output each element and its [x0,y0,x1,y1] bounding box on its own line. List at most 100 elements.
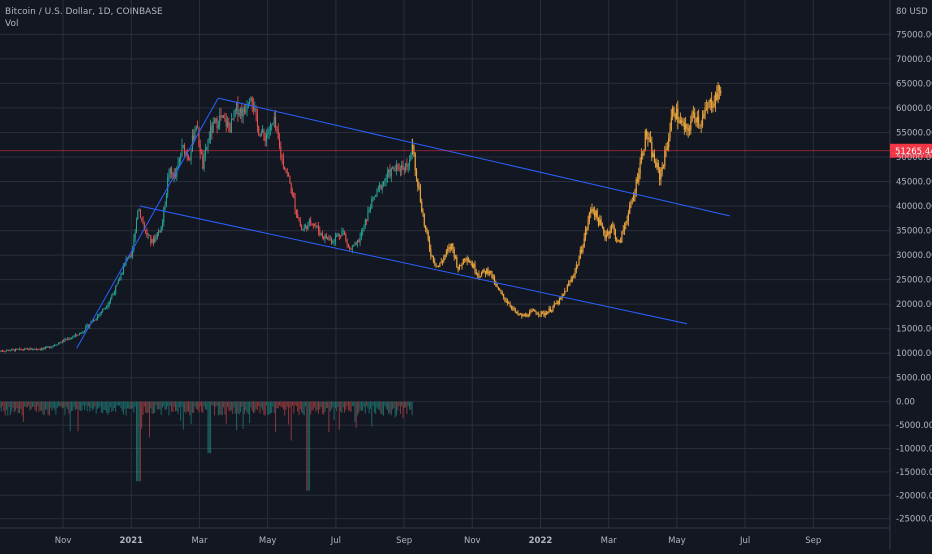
projection-body [682,121,684,123]
volume-tick-label: -25000.00 [896,515,932,525]
volume-bar [102,401,104,414]
candle-body [281,156,283,159]
projection-body [464,258,466,260]
projection-body [633,195,635,202]
candle-body [207,139,209,149]
volume-bar [297,401,299,412]
candle-body [108,301,110,306]
projection-body [649,138,652,142]
volume-bar [180,401,182,421]
volume-bar [393,401,395,408]
projection-body [458,265,461,270]
candle-body [385,178,387,181]
projection-body [616,238,618,241]
candle-body [347,244,349,247]
volume-bar [251,401,253,411]
projection-body [460,265,462,266]
channel-lower-trendline[interactable] [139,205,688,325]
projection-body [607,231,609,235]
volume-bar [69,401,71,432]
volume-bar [28,401,30,406]
volume-bar [318,401,319,414]
candle-body [134,232,136,238]
candle-body [325,234,327,239]
projection-body [513,308,515,309]
candle-body [178,158,180,163]
volume-bar [306,401,308,491]
volume-bar [207,401,209,454]
current-price-label: 51265.44 [895,147,932,157]
projection-body [527,316,529,317]
volume-bar [345,401,347,410]
volume-bar [264,401,266,416]
volume-bar [11,401,13,412]
projection-body [686,124,688,129]
volume-bar [349,401,351,411]
candle-body [121,273,123,275]
volume-bar [263,401,265,415]
projection-body [529,312,531,317]
projection-body [544,313,546,316]
candle-body [162,222,163,227]
volume-bar [390,401,392,416]
candle-body [302,229,304,231]
time-tick-label: May [668,536,686,546]
volume-indicator-label[interactable]: Vol [5,19,19,29]
symbol-title[interactable]: Bitcoin / U.S. Dollar, 1D, COINBASE [5,7,163,17]
projection-body [672,107,674,118]
volume-bar [117,401,119,406]
volume-bar [73,401,75,407]
volume-bar [13,401,15,413]
volume-bar [253,401,254,414]
volume-bar [143,401,145,407]
volume-bar [406,401,408,414]
rise-line-trendline[interactable] [76,97,219,349]
candle-body [147,234,149,236]
volume-bar [310,401,312,415]
volume-bar [223,401,225,408]
projection-body [486,269,488,274]
candle-body [337,233,339,237]
projection-body [532,309,535,311]
candle-body [141,217,143,219]
projection-body [542,311,544,313]
candle-body [279,138,280,147]
volume-bar [272,401,274,407]
volume-bar [333,401,335,420]
candle-body [29,348,31,351]
volume-tick-label: 0.00 [896,398,915,408]
projection-body [558,298,561,304]
candle-body [149,234,150,236]
projection-body [577,265,579,266]
projection-body [443,257,445,262]
price-tick-label: 10000.00 [896,349,932,359]
candle-body [240,108,241,113]
candle-body [13,349,15,351]
volume-bar [206,401,208,410]
candle-body [397,164,399,166]
projection-body [414,153,416,171]
candle-body [273,116,275,124]
projection-body [612,224,614,227]
price-tick-label: 60000.00 [896,104,932,114]
candle-body [102,308,104,312]
volume-bar [0,401,1,408]
channel-upper-trendline[interactable] [218,97,730,217]
candle-body [186,152,188,157]
volume-bar [315,401,317,412]
volume-bar [52,401,54,408]
candle-body [371,198,373,209]
volume-bar [237,401,239,414]
candle-body [260,133,262,136]
projection-body [568,283,570,286]
projection-body [698,116,700,125]
candle-body [8,349,10,351]
projection-body [445,250,448,255]
volume-bar [29,401,31,411]
volume-bar [7,401,9,416]
price-tick-label: 40000.00 [896,202,932,212]
volume-tick-label: -15000.00 [896,468,932,478]
projection-body [701,118,704,126]
